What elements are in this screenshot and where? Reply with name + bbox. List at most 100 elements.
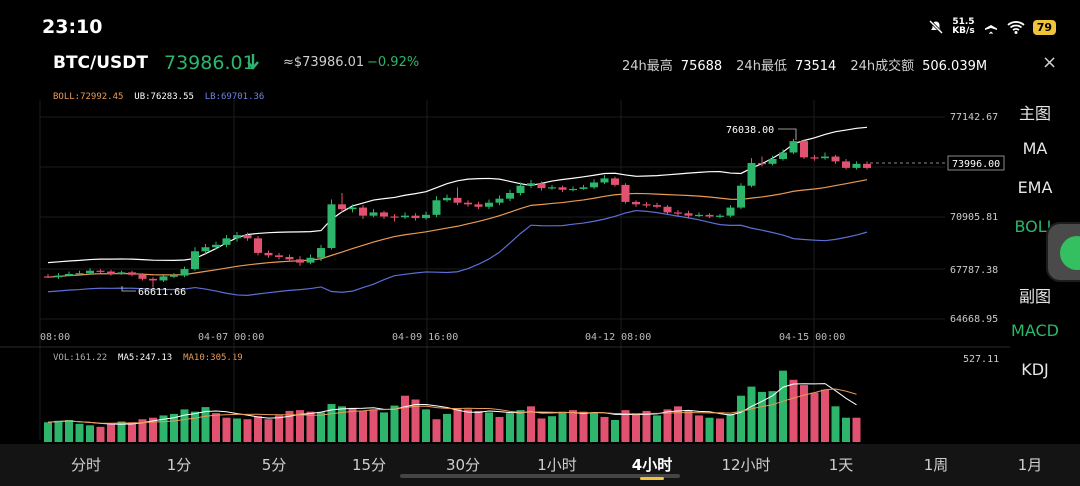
volume-bar bbox=[537, 418, 546, 442]
volume-bar bbox=[842, 417, 850, 442]
volume-bar bbox=[317, 412, 325, 442]
volume-bar bbox=[390, 405, 399, 442]
scroll-handle[interactable] bbox=[400, 474, 680, 478]
candle-body bbox=[327, 204, 336, 249]
volume-bar bbox=[663, 409, 672, 442]
volume-bar bbox=[201, 407, 210, 442]
volume-bar bbox=[296, 410, 304, 442]
menu-ma[interactable]: MA bbox=[1022, 139, 1048, 158]
tf-5m[interactable]: 5分 bbox=[261, 456, 287, 474]
kline-chart[interactable]: 73996.00 77142.67 70905.81 67787.38 6466… bbox=[0, 0, 1080, 444]
volume-bar bbox=[86, 425, 94, 442]
volume-bar bbox=[579, 411, 588, 442]
volume-bar bbox=[159, 415, 168, 442]
trading-pair[interactable]: BTC/USDT bbox=[53, 53, 148, 73]
net-speed: 51.5 KB/s bbox=[952, 17, 975, 36]
low-annotation: 66611.66 bbox=[138, 287, 186, 298]
menu-boll[interactable]: BOLL bbox=[1014, 217, 1056, 236]
volume-bar bbox=[422, 409, 430, 442]
volume-bar bbox=[527, 406, 535, 442]
volume-bar bbox=[191, 411, 199, 442]
volume-bar bbox=[653, 415, 661, 442]
volume-bar bbox=[275, 415, 283, 442]
tf-15m[interactable]: 15分 bbox=[351, 456, 387, 474]
volume-bar bbox=[75, 423, 84, 442]
menu-ema[interactable]: EMA bbox=[1017, 178, 1053, 197]
tf-1d[interactable]: 1天 bbox=[828, 456, 854, 474]
volume-bar bbox=[821, 389, 829, 442]
tf-1m[interactable]: 1分 bbox=[166, 456, 192, 474]
candle-body bbox=[338, 204, 346, 210]
battery-indicator: 79 bbox=[1032, 19, 1056, 35]
volume-bar bbox=[695, 415, 703, 442]
volume-bar bbox=[831, 406, 840, 442]
tf-1w[interactable]: 1周 bbox=[923, 456, 949, 474]
tf-4h[interactable]: 4小时 bbox=[631, 456, 673, 474]
candle-body bbox=[254, 238, 262, 253]
candle-body bbox=[191, 251, 199, 270]
volume-bar bbox=[716, 418, 724, 442]
low-annotation-line bbox=[121, 286, 136, 292]
volume-bar bbox=[779, 370, 787, 442]
volume-bar bbox=[485, 412, 493, 442]
tf-1h[interactable]: 1小时 bbox=[537, 456, 577, 474]
candle-body bbox=[474, 204, 483, 207]
candle-body bbox=[695, 214, 703, 217]
time-tick: 08:00 bbox=[40, 332, 70, 343]
volume-bar bbox=[117, 421, 126, 442]
candles bbox=[44, 138, 871, 288]
candle-body bbox=[495, 198, 504, 203]
candle-body bbox=[201, 247, 210, 252]
menu-macd[interactable]: MACD bbox=[1011, 321, 1059, 340]
candle-body bbox=[285, 256, 294, 260]
time-tick: 04-15 00:00 bbox=[779, 332, 845, 343]
tf-1mo[interactable]: 1月 bbox=[1017, 456, 1043, 474]
volume-bar bbox=[674, 406, 682, 442]
candle-body bbox=[306, 257, 315, 263]
volume-bar bbox=[548, 416, 556, 442]
floating-chat-button[interactable] bbox=[1046, 222, 1080, 282]
candle-body bbox=[233, 235, 241, 239]
volume-bar bbox=[359, 410, 367, 442]
candle-body bbox=[275, 255, 283, 257]
volume-bar bbox=[306, 411, 315, 442]
volume-bar bbox=[737, 395, 745, 442]
price-tick: 77142.67 bbox=[950, 112, 998, 123]
candle-body bbox=[212, 244, 220, 248]
volume-ma-lines bbox=[47, 383, 857, 425]
stats-24h: 24h最高 75688 24h最低 73514 24h成交额 506.039M bbox=[622, 55, 987, 74]
volume-bar bbox=[285, 410, 294, 442]
candle-body bbox=[590, 182, 598, 188]
price-change: −0.92% bbox=[367, 55, 420, 70]
menu-kdj[interactable]: KDJ bbox=[1021, 360, 1049, 379]
candle-body bbox=[737, 185, 745, 208]
bollinger-bands bbox=[47, 126, 868, 296]
volume-bar bbox=[506, 413, 514, 442]
volume-bar bbox=[243, 419, 252, 442]
candle-body bbox=[537, 183, 546, 189]
candle-body bbox=[149, 278, 157, 281]
volume-bar bbox=[65, 419, 73, 442]
tf-30m[interactable]: 30分 bbox=[445, 456, 481, 474]
volume-bar bbox=[411, 399, 420, 442]
boll-legend: BOLL:72992.45 UB:76283.55 LB:69701.36 bbox=[53, 92, 265, 102]
volume-bar bbox=[768, 391, 777, 442]
close-icon[interactable]: × bbox=[1042, 52, 1058, 73]
candle-body bbox=[411, 215, 420, 219]
candle-body bbox=[443, 197, 451, 201]
volume-bar bbox=[852, 417, 861, 442]
tf-12h[interactable]: 12小时 bbox=[721, 456, 771, 474]
candle-body bbox=[75, 273, 84, 275]
volume-bar bbox=[453, 408, 462, 442]
candle-body bbox=[800, 141, 808, 158]
volume-ma5-line bbox=[47, 383, 857, 425]
volume-bar bbox=[558, 411, 567, 442]
volume-bar bbox=[684, 410, 693, 442]
candle-body bbox=[485, 202, 493, 207]
volume-bar bbox=[443, 413, 451, 442]
tf-tick[interactable]: 分时 bbox=[70, 456, 101, 474]
volume-bar bbox=[233, 418, 241, 442]
time-tick: 04-12 08:00 bbox=[585, 332, 651, 343]
chart-grid bbox=[0, 100, 1010, 440]
candle-body bbox=[243, 235, 252, 239]
